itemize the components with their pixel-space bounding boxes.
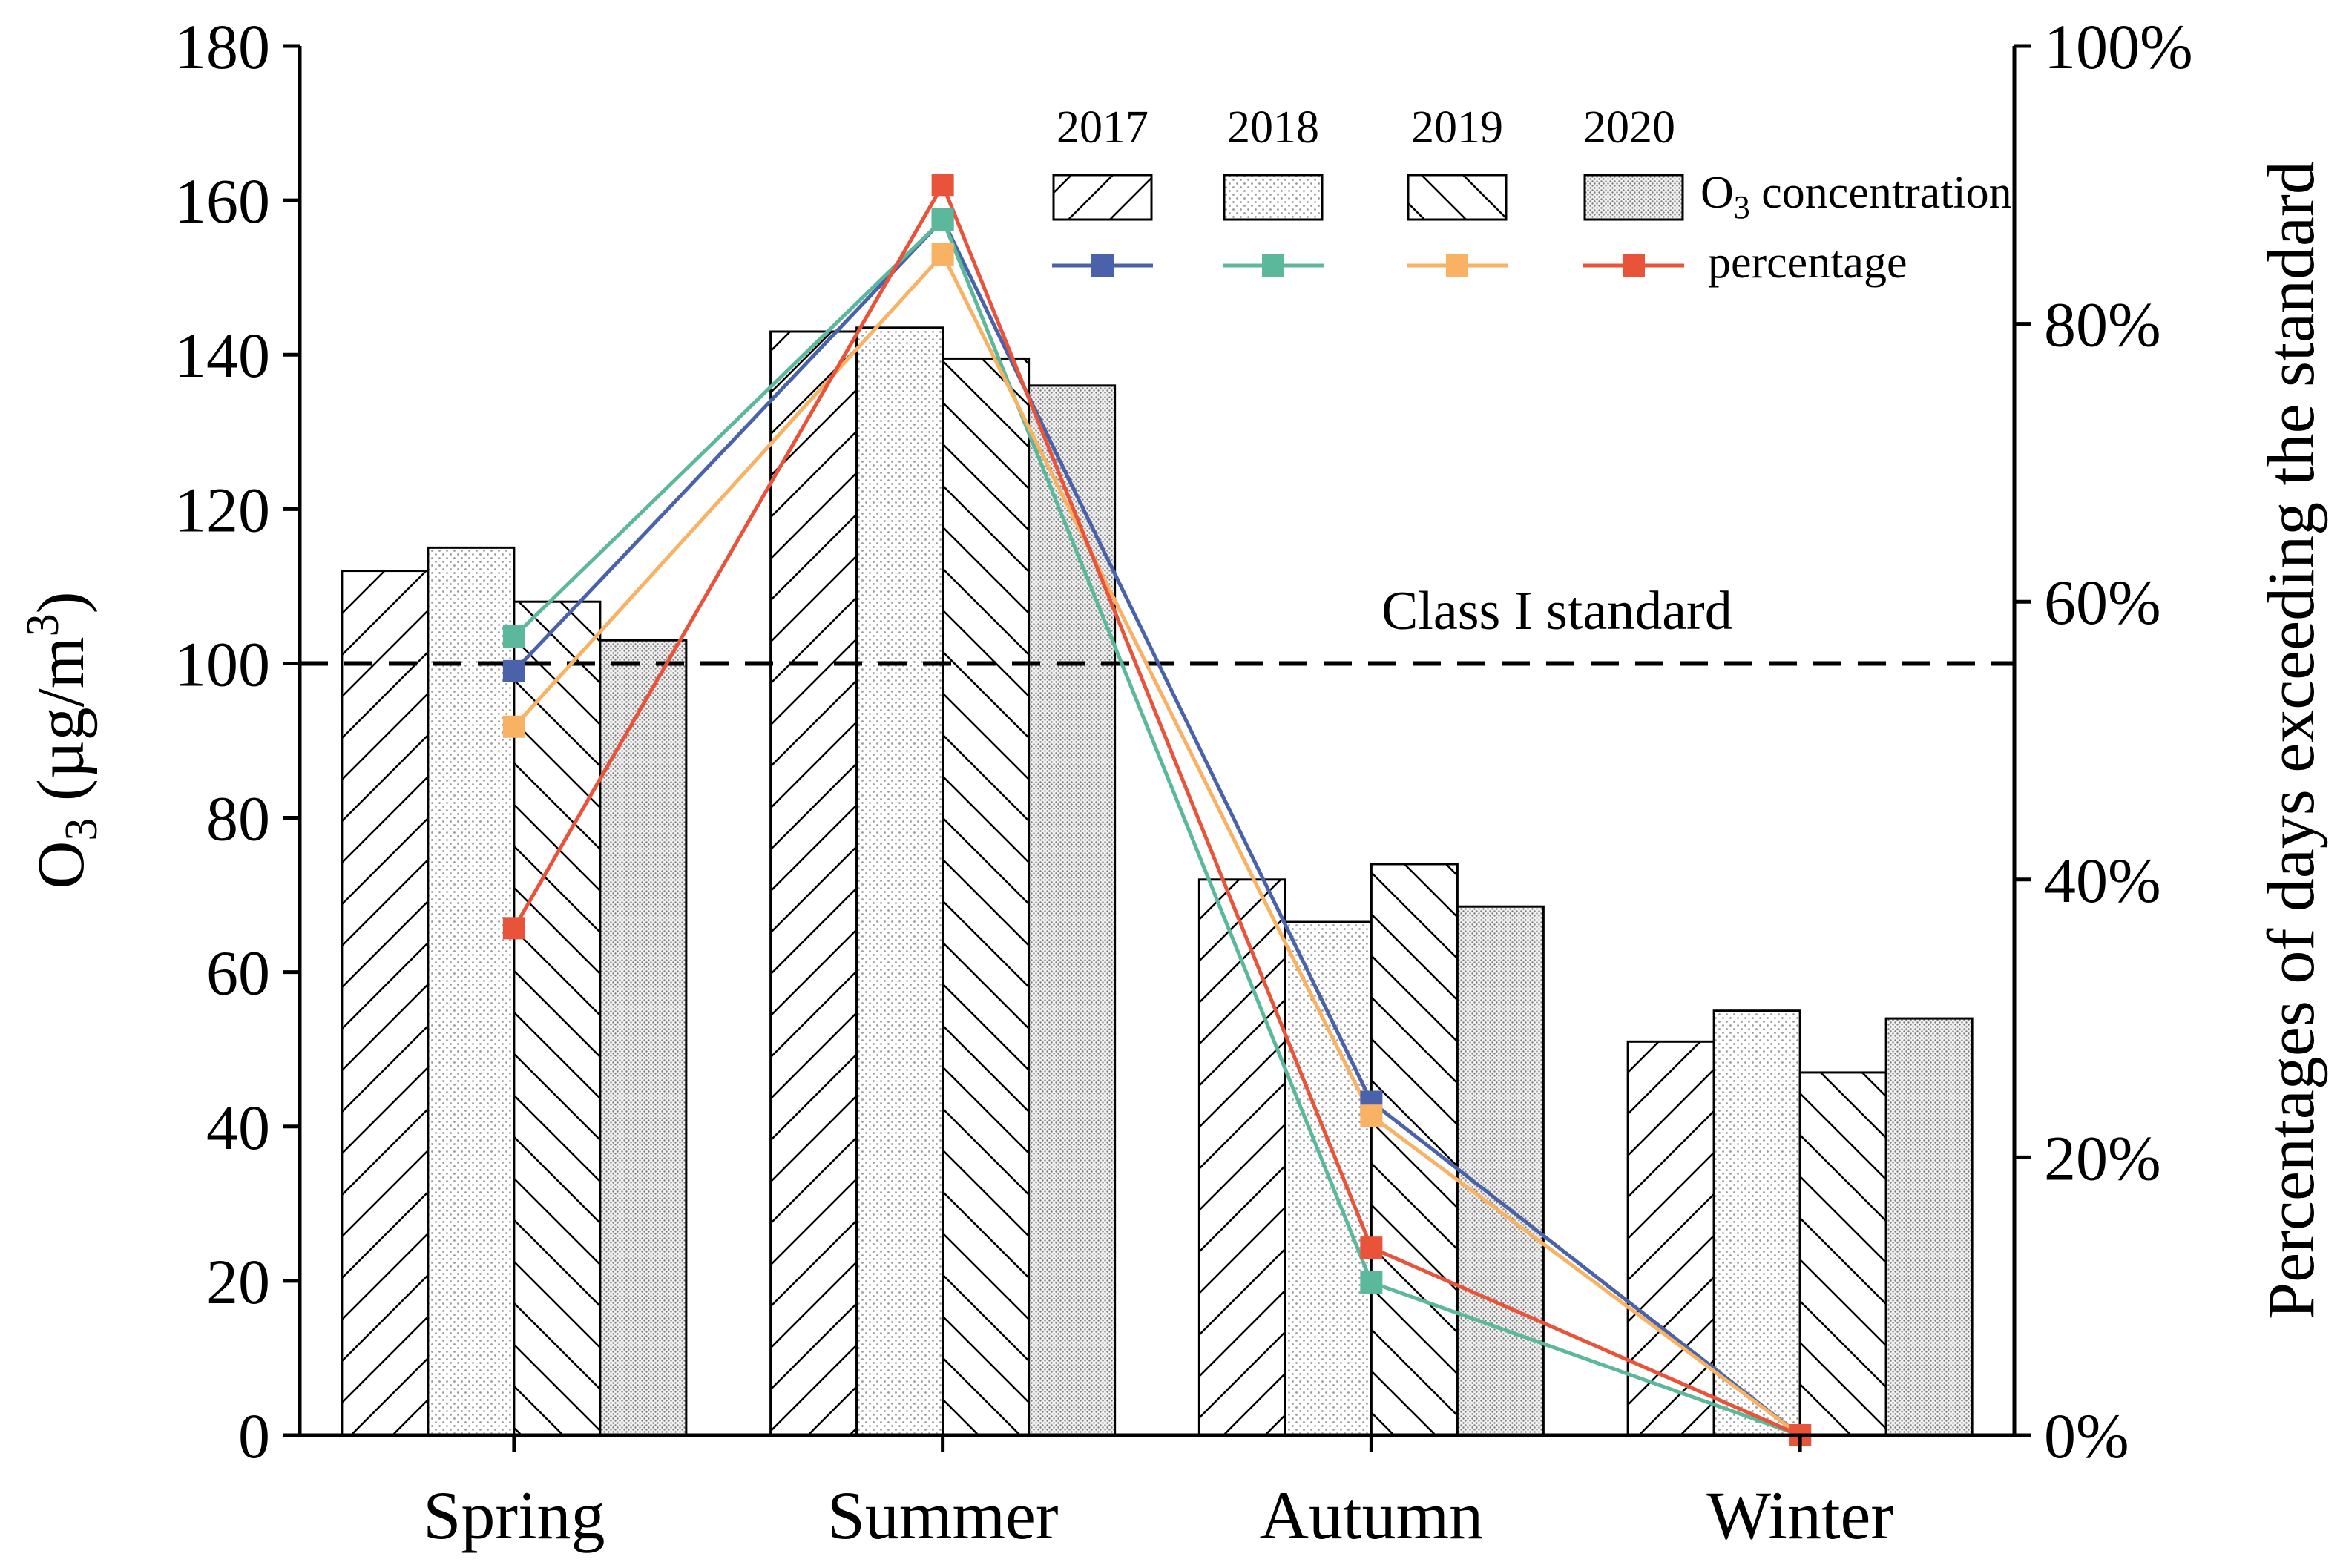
x-axis-ticks: Spring Summer Autumn Winter [423,1435,1893,1553]
left-tick-label: 160 [174,165,270,237]
left-tick-label: 140 [174,320,270,391]
line-2017 [513,216,1801,1437]
left-axis-ticks: 0 20 40 60 80 100 120 140 160 180 [174,11,300,1472]
legend-bar-label: O3 concentration [1700,168,2012,225]
right-tick-label: 0% [2044,1400,2129,1472]
legend-swatch-2018-bar [1223,174,1324,221]
x-tick-label-winter: Winter [1706,1478,1893,1553]
left-tick-label: 80 [206,783,270,854]
legend-line-2017 [1052,254,1153,277]
right-tick-label: 40% [2044,845,2161,916]
left-tick-label: 180 [174,11,270,82]
legend: 2017 2018 2019 2020 O3 concentration per… [1052,102,2012,288]
right-tick-label: 80% [2044,289,2161,360]
bar-2020-spring [599,639,688,1437]
reference-line-label: Class I standard [1381,581,1732,642]
left-tick-label: 100 [174,628,270,699]
bar-2017-summer [769,330,858,1437]
point-2019-autumn [1360,1104,1383,1127]
bar-layer [341,326,1974,1437]
bar-2017-autumn [1197,878,1286,1437]
point-2019-summer [931,243,954,266]
bar-2017-winter [1626,1040,1715,1437]
line-2019 [513,251,1801,1437]
point-2018-autumn [1360,1271,1383,1294]
point-2018-summer [931,208,954,231]
legend-swatch-2017-bar [1052,174,1153,221]
left-axis-title: O3 (µg/m3) [18,591,107,889]
x-tick-label-spring: Spring [423,1478,605,1553]
bar-2020-autumn [1456,905,1545,1437]
legend-year-2019: 2019 [1411,102,1503,153]
legend-year-2017: 2017 [1057,102,1149,153]
bar-2017-spring [341,570,430,1437]
right-axis-title: Percentages of days exceeding the standa… [2255,161,2328,1320]
point-2020-autumn [1360,1236,1383,1259]
bar-2019-summer [942,357,1031,1437]
axes [298,46,2017,1437]
legend-year-2020: 2020 [1583,102,1675,153]
right-tick-label: 20% [2044,1122,2161,1193]
left-tick-label: 120 [174,474,270,545]
bar-2018-winter [1712,1009,1801,1437]
bar-2020-winter [1884,1017,1974,1437]
x-tick-label-autumn: Autumn [1260,1478,1484,1553]
legend-line-2018 [1223,254,1324,277]
bar-2018-summer [855,326,944,1437]
legend-line-2020 [1583,254,1684,277]
line-2018 [513,216,1801,1437]
left-tick-label: 60 [206,938,270,1009]
left-tick-label: 20 [206,1246,270,1317]
point-2017-spring [502,659,525,682]
bar-2019-winter [1798,1071,1887,1437]
legend-line-2019 [1407,254,1508,277]
point-2020-summer [931,174,954,197]
bar-2019-spring [513,600,602,1437]
x-tick-label-summer: Summer [827,1478,1059,1553]
legend-swatch-2019-bar [1407,174,1508,221]
left-tick-label: 40 [206,1092,270,1163]
line-2020 [512,180,1801,1437]
point-2018-spring [502,625,525,648]
right-tick-label: 100% [2044,11,2193,82]
right-axis-ticks: 0% 20% 40% 60% 80% 100% [2014,11,2193,1472]
right-tick-label: 60% [2044,567,2161,638]
line-layer [502,174,1812,1446]
bar-2018-spring [427,546,516,1437]
legend-swatch-2020-bar [1583,174,1684,221]
point-2019-spring [502,715,525,738]
point-2020-spring [502,917,525,940]
legend-year-2018: 2018 [1227,102,1319,153]
left-tick-label: 0 [238,1400,270,1472]
legend-line-label: percentage [1708,237,1907,288]
